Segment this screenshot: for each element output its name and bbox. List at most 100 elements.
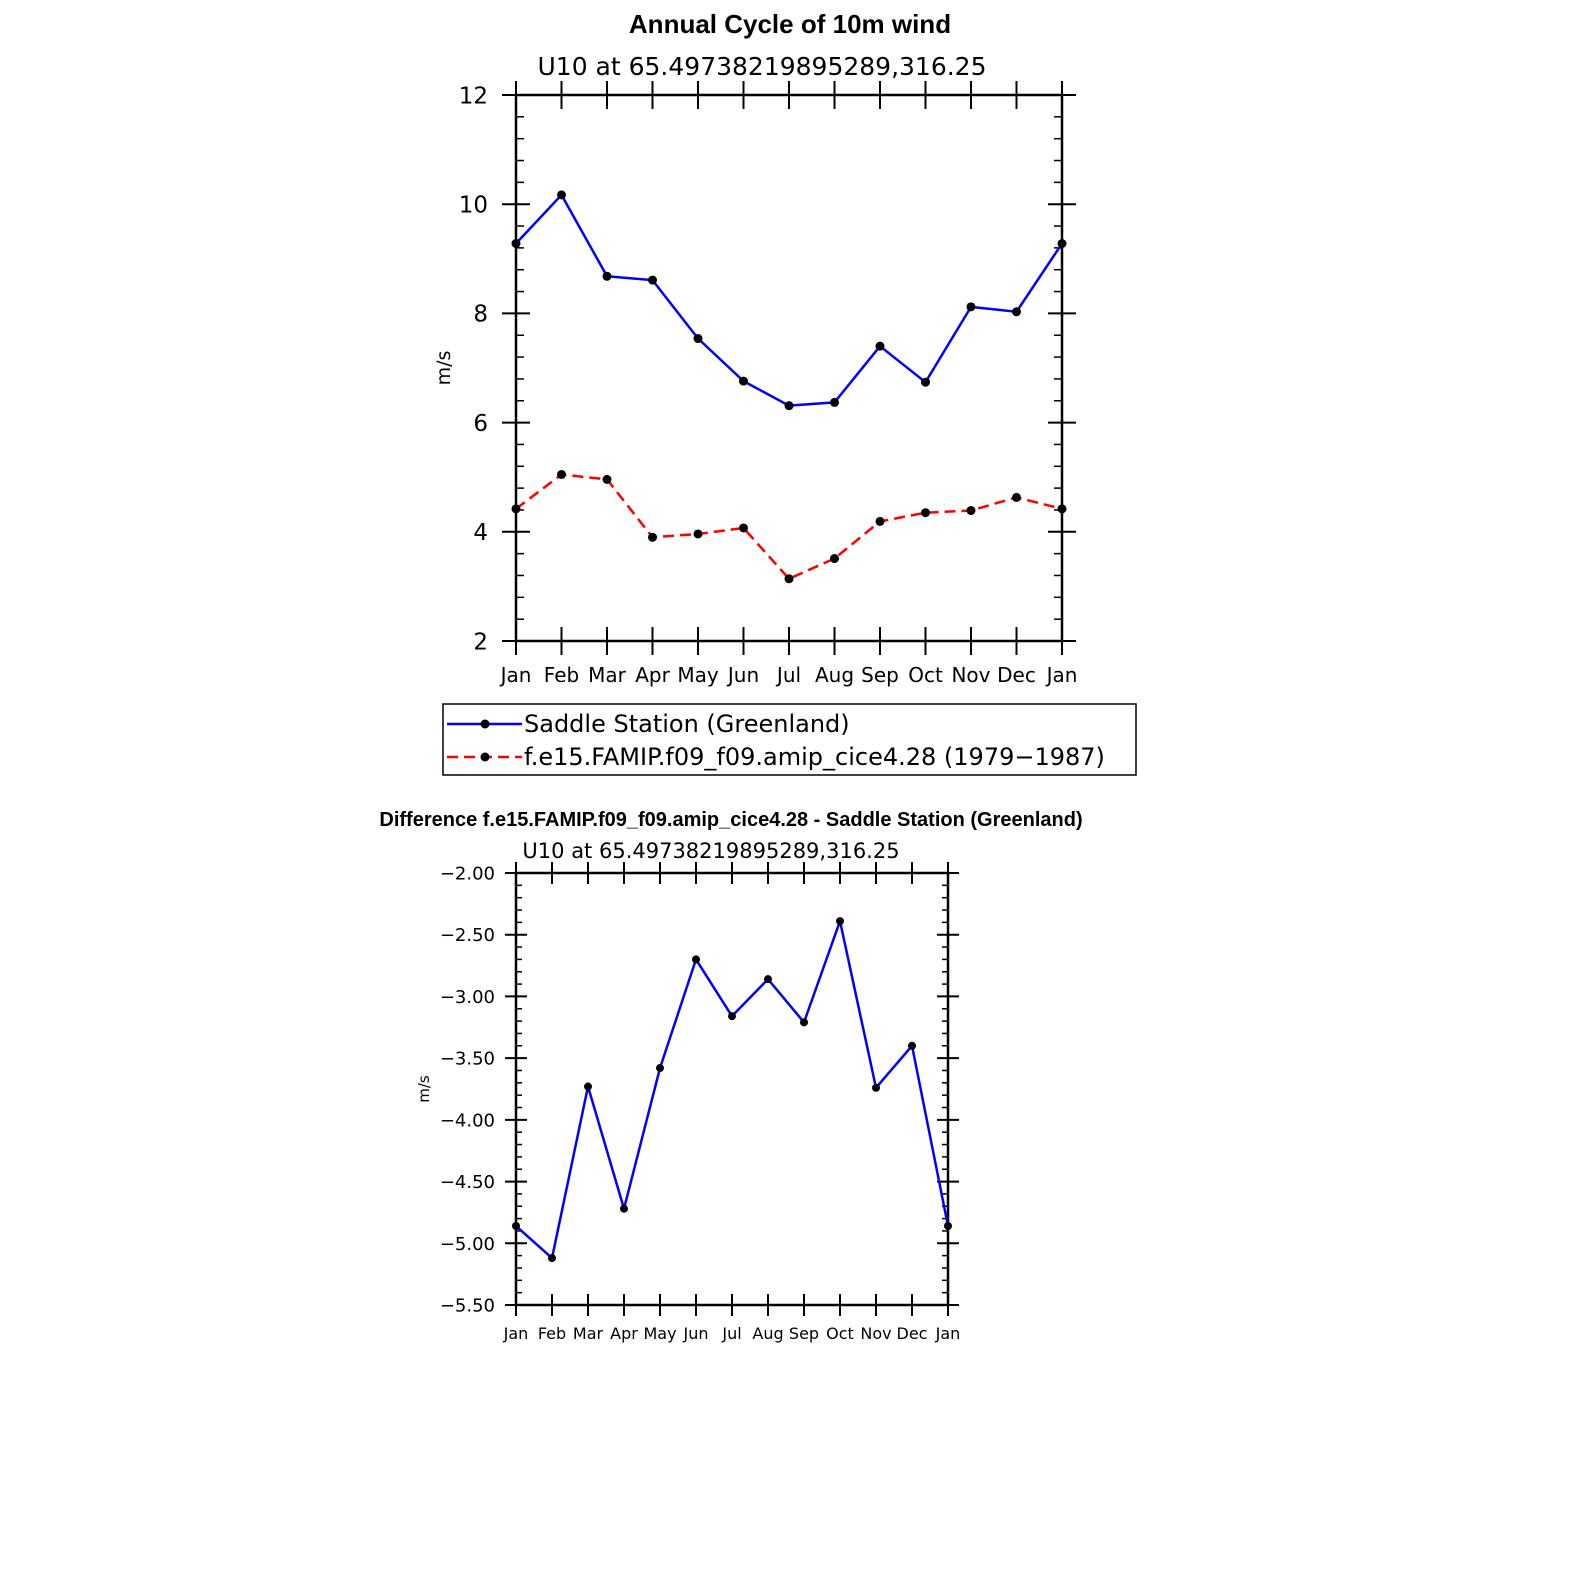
series-1-point: [1057, 504, 1067, 514]
x-tick-label: Aug: [752, 1324, 783, 1343]
y-tick-label: −3.00: [440, 987, 495, 1008]
chart-1-series: [511, 190, 1067, 584]
x-tick-label: Mar: [573, 1324, 604, 1343]
y-tick-label: 12: [459, 83, 488, 109]
chart-1-subtitle: U10 at 65.49738219895289,316.25: [538, 52, 987, 81]
y-tick-label: −2.00: [440, 863, 495, 884]
y-tick-label: 6: [473, 411, 488, 437]
series-0-point: [620, 1204, 628, 1213]
x-tick-label: Mar: [588, 663, 627, 687]
legend-box: [442, 703, 1137, 776]
y-tick-label: −5.00: [440, 1234, 495, 1255]
x-tick-label: May: [643, 1324, 676, 1343]
chart-1-axes: [502, 81, 1076, 655]
series-1-point: [784, 574, 794, 584]
series-0-point: [648, 275, 657, 285]
chart-1-ylabel: m/s: [433, 351, 455, 386]
x-tick-label: Jul: [721, 1324, 741, 1343]
y-tick-label: 4: [473, 520, 488, 546]
legend-marker-famip: [480, 752, 490, 762]
chart-1-x-tick-labels: Jan Feb Mar Apr May Jun Jul Aug Sep Oct Nov Dec Jan: [499, 663, 1078, 687]
x-tick-label: Jun: [726, 663, 759, 687]
series-1-point: [648, 532, 657, 542]
y-tick-label: 10: [459, 192, 488, 218]
y-tick-label: −4.00: [440, 1110, 495, 1131]
x-tick-label: Sep: [861, 663, 899, 687]
x-tick-label: Aug: [815, 663, 854, 687]
chart-2-y-tick-labels: −5.50 −5.00 −4.50 −4.00 −3.50 −3.00 −2.50 −2.00: [440, 863, 495, 1316]
x-tick-label: Sep: [789, 1324, 819, 1343]
series-0-point: [830, 397, 839, 407]
series-1-point: [602, 474, 612, 484]
y-tick-label: 8: [473, 302, 488, 328]
x-tick-label: Apr: [610, 1324, 638, 1343]
series-0-point: [872, 1083, 880, 1092]
series-0-point: [584, 1082, 592, 1091]
chart-2-series: [512, 917, 952, 1263]
series-1-point: [830, 554, 839, 564]
x-tick-label: Jan: [499, 663, 532, 687]
x-tick-label: Jan: [1045, 663, 1078, 687]
series-0-point: [739, 376, 748, 386]
series-1-point: [1012, 492, 1021, 502]
chart-difference: Difference f.e15.FAMIP.f09_f09.amip_cice…: [379, 809, 1082, 1343]
series-0-point: [656, 1064, 664, 1073]
series-0-point: [511, 239, 521, 249]
x-tick-label: Jan: [935, 1324, 961, 1343]
series-1-point: [557, 469, 566, 479]
series-0-point: [800, 1018, 808, 1027]
series-0-point: [908, 1041, 916, 1050]
x-tick-label: Dec: [997, 663, 1036, 687]
y-tick-label: 2: [473, 629, 488, 655]
x-tick-label: Feb: [544, 663, 579, 687]
chart-annual-cycle: Annual Cycle of 10m wind U10 at 65.49738…: [433, 9, 1137, 776]
series-0-point: [784, 401, 794, 411]
legend-label-saddle: Saddle Station (Greenland): [524, 710, 850, 738]
x-tick-label: Feb: [538, 1324, 566, 1343]
x-tick-label: Dec: [897, 1324, 928, 1343]
series-1-point: [739, 523, 748, 533]
series-0-point: [557, 190, 566, 200]
chart-2-x-tick-labels: Jan Feb Mar Apr May Jun Jul Aug Sep Oct Nov Dec Jan: [503, 1324, 961, 1343]
series-1-point: [875, 516, 885, 526]
chart-1-title: Annual Cycle of 10m wind: [629, 9, 951, 39]
y-tick-label: −3.50: [440, 1049, 495, 1070]
x-tick-label: May: [677, 663, 719, 687]
chart-2-title: Difference f.e15.FAMIP.f09_f09.amip_cice…: [379, 809, 1082, 831]
series-0-point: [966, 302, 976, 312]
series-0-point: [944, 1222, 952, 1231]
legend-label-famip: f.e15.FAMIP.f09_f09.amip_cice4.28 (1979−…: [524, 743, 1105, 771]
series-0-point: [875, 341, 885, 351]
chart-2-subtitle: U10 at 65.49738219895289,316.25: [522, 839, 899, 863]
x-tick-label: Jan: [503, 1324, 529, 1343]
y-tick-label: −4.50: [440, 1172, 495, 1193]
series-1-point: [693, 529, 703, 539]
series-0-point: [548, 1254, 556, 1263]
series-0-point: [728, 1012, 736, 1021]
series-1-point: [966, 506, 976, 516]
legend-marker-saddle: [480, 719, 490, 729]
series-1-point: [921, 508, 930, 518]
series-1-point: [511, 504, 521, 514]
series-0-point: [921, 377, 930, 387]
series-0-point: [1012, 307, 1021, 317]
series-0-point: [512, 1222, 520, 1231]
x-tick-label: Jun: [683, 1324, 709, 1343]
y-tick-label: −2.50: [440, 925, 495, 946]
series-0-point: [764, 975, 772, 984]
chart-2-axes: [505, 862, 959, 1316]
y-tick-label: −5.50: [440, 1295, 495, 1316]
x-tick-label: Oct: [908, 663, 943, 687]
x-tick-label: Nov: [951, 663, 990, 687]
x-tick-label: Apr: [635, 663, 670, 687]
series-0-point: [1057, 239, 1067, 249]
x-tick-label: Oct: [826, 1324, 854, 1343]
chart-2-ylabel: m/s: [415, 1075, 433, 1103]
series-0-point: [692, 955, 700, 964]
chart-1-legend: Saddle Station (Greenland) f.e15.FAMIP.f…: [442, 703, 1137, 776]
series-0-point: [693, 334, 703, 344]
x-tick-label: Nov: [860, 1324, 891, 1343]
x-tick-label: Jul: [775, 663, 801, 687]
